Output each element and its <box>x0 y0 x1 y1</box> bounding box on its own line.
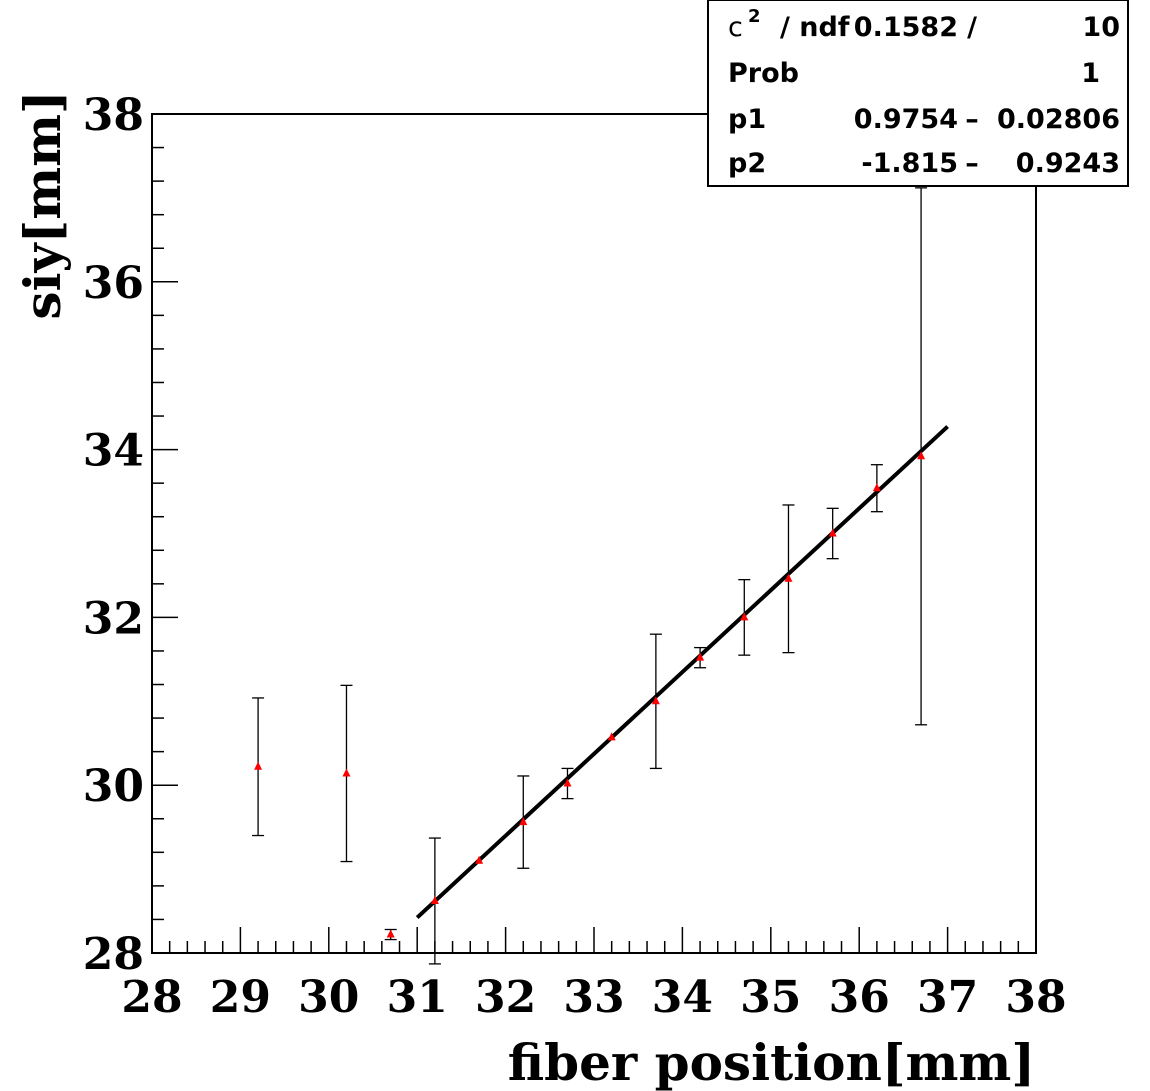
data-marker <box>254 761 263 770</box>
data-point <box>428 837 441 965</box>
data-marker <box>872 483 881 492</box>
x-axis-ticks: 28 29 30 31 32 33 34 35 36 37 38 <box>121 927 1067 1023</box>
stats-box-border <box>707 0 1129 187</box>
stats-label: p1 <box>728 104 766 135</box>
y-axis-title: siy[mm] <box>13 90 72 319</box>
plot-border <box>151 113 1037 954</box>
data-marker <box>342 768 351 777</box>
stats-separator: – <box>965 104 979 135</box>
data-point <box>607 732 616 741</box>
data-marker <box>607 732 616 741</box>
data-marker <box>651 696 660 705</box>
y-tick-label: 28 <box>83 929 144 980</box>
data-point <box>826 507 839 560</box>
y-tick-label: 38 <box>83 90 144 141</box>
stats-value: 0.1582 <box>854 12 958 43</box>
x-tick-label: 37 <box>917 972 978 1023</box>
data-point <box>694 646 707 669</box>
x-tick-label: 34 <box>652 972 713 1023</box>
data-point <box>870 464 883 513</box>
data-point <box>252 697 265 837</box>
stats-error: 0.9243 <box>1016 148 1120 179</box>
data-point <box>517 775 530 869</box>
data-marker <box>386 929 395 938</box>
stats-error: 0.02806 <box>997 104 1120 135</box>
stats-superscript: 2 <box>748 6 761 27</box>
stats-separator: / <box>967 12 977 43</box>
data-point <box>340 684 353 863</box>
y-tick-label: 30 <box>83 761 144 812</box>
y-tick-label: 34 <box>83 426 144 477</box>
x-tick-label: 36 <box>829 972 890 1023</box>
stats-label: c <box>728 12 743 43</box>
x-tick-label: 28 <box>121 972 182 1023</box>
data-point <box>782 504 795 654</box>
data-marker <box>740 612 749 621</box>
y-axis-ticks: 28 30 32 34 36 38 <box>83 90 178 980</box>
stats-label-rest: / ndf <box>780 12 850 43</box>
stats-value: -1.815 <box>861 148 958 179</box>
y-tick-label: 32 <box>83 593 144 644</box>
stats-value: 1 <box>1081 58 1100 89</box>
data-marker <box>519 817 528 826</box>
fit-line <box>415 425 949 920</box>
x-axis-title: fiber position[mm] <box>508 1033 1035 1091</box>
data-marker <box>696 652 705 661</box>
stats-label: p2 <box>728 148 766 179</box>
stats-separator: – <box>965 148 979 179</box>
data-point <box>475 855 484 864</box>
data-marker <box>430 895 439 904</box>
data-point <box>561 767 574 800</box>
stats-label: Prob <box>728 58 799 89</box>
data-marker <box>475 855 484 864</box>
stats-error: 10 <box>1082 12 1120 43</box>
data-marker <box>917 451 926 460</box>
data-point <box>384 928 397 941</box>
plot-frame <box>151 113 1037 954</box>
stats-value: 0.9754 <box>854 104 958 135</box>
x-tick-label: 32 <box>475 972 536 1023</box>
y-tick-label: 36 <box>83 258 144 309</box>
x-tick-label: 38 <box>1005 972 1066 1023</box>
data-marker <box>563 778 572 787</box>
data-marker <box>784 573 793 582</box>
x-tick-label: 29 <box>210 972 271 1023</box>
stats-box: c 2 / ndf 0.1582 / 10 Prob 1 p1 0.9754–0.02806 p2 -… <box>707 0 1129 187</box>
data-marker <box>828 528 837 537</box>
x-tick-label: 30 <box>298 972 359 1023</box>
data-point <box>915 187 928 726</box>
x-tick-label: 31 <box>387 972 448 1023</box>
data-points-layer <box>252 187 928 965</box>
data-point <box>649 633 662 770</box>
x-tick-label: 33 <box>563 972 624 1023</box>
x-tick-label: 35 <box>740 972 801 1023</box>
data-point <box>738 578 751 656</box>
fit-line-layer <box>415 425 949 920</box>
